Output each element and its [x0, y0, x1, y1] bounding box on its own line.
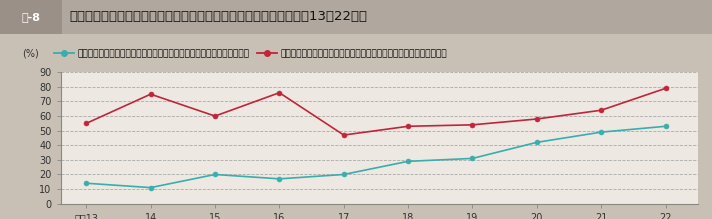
Text: インターネットを利用した知的財産権侵害事犯の割合の推移（平成13～22年）: インターネットを利用した知的財産権侵害事犯の割合の推移（平成13～22年） — [69, 11, 367, 23]
Bar — [0, 0, 62, 34]
Text: 図-8: 図-8 — [21, 12, 41, 22]
Legend: 偽ブランド事犯等の商標法違反事件におけるインターネット利用の割合, 海賊版事犯等の著作権法違反事件におけるインターネット利用の割合: 偽ブランド事犯等の商標法違反事件におけるインターネット利用の割合, 海賊版事犯等… — [51, 46, 451, 62]
Text: (%): (%) — [22, 49, 39, 59]
